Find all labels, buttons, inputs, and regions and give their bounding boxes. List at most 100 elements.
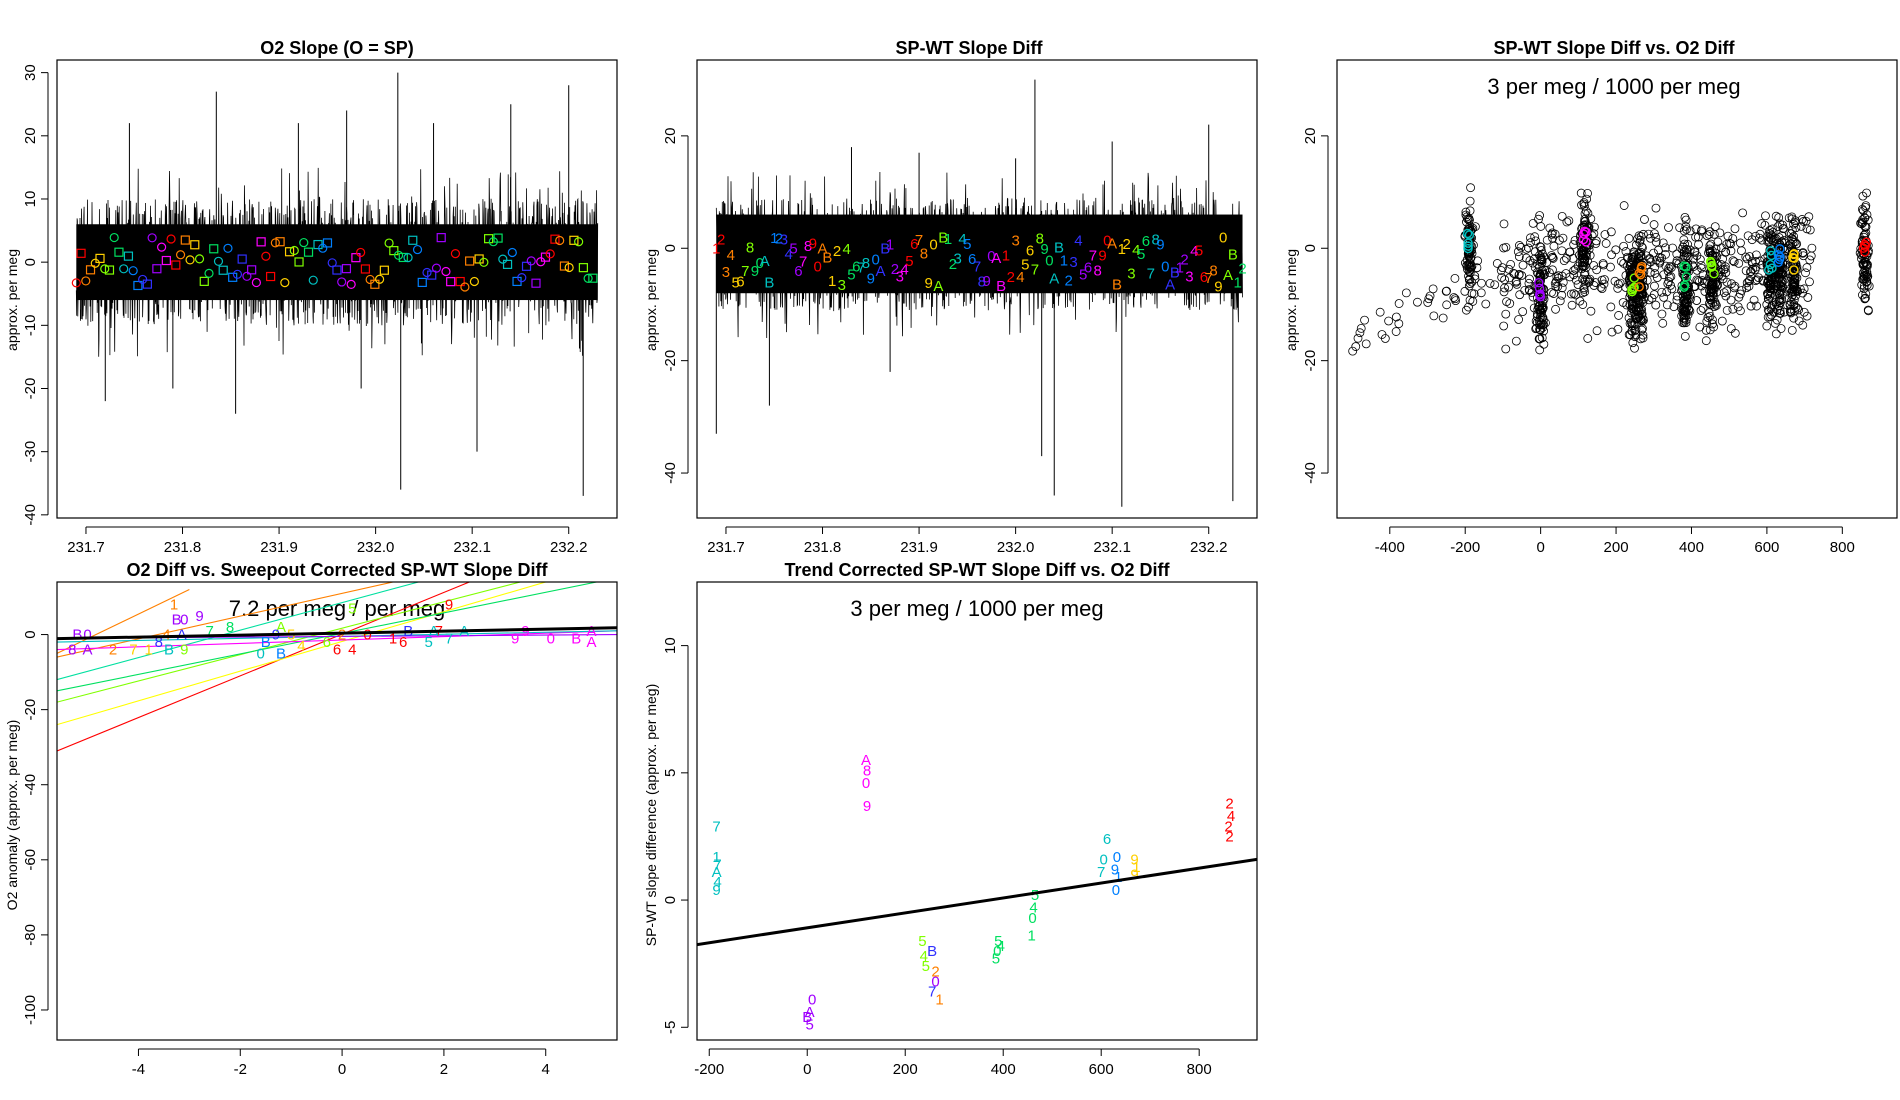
panel-slope-diff-vs-o2-diff-point	[1630, 319, 1640, 328]
panel-sp-wt-slope-diff-marker: 8	[1209, 263, 1217, 280]
panel-slope-diff-vs-o2-diff-point	[1651, 237, 1661, 247]
panel-o2-diff-vs-sweepout-y-tick-label: -40	[22, 774, 39, 796]
panel-slope-diff-vs-o2-diff-point	[1547, 287, 1556, 297]
panel-sp-wt-slope-diff-marker: A	[1107, 236, 1117, 253]
panel-slope-diff-vs-o2-diff-point	[1710, 248, 1720, 258]
panel-o2-slope-y-tick-label: 10	[22, 191, 39, 208]
panel-trend-corrected-point-label: 4	[1227, 808, 1235, 825]
panel-o2-slope-marker	[564, 262, 574, 273]
panel-slope-diff-vs-o2-diff-point	[1499, 219, 1509, 229]
panel-slope-diff-vs-o2-diff-point	[1464, 302, 1473, 312]
panel-slope-diff-vs-o2-diff-point	[1863, 305, 1873, 315]
panel-trend-corrected-point-label: 0	[1112, 882, 1120, 899]
panel-slope-diff-vs-o2-diff-point	[1499, 287, 1509, 297]
panel-slope-diff-vs-o2-diff-point	[1741, 252, 1751, 262]
panel-slope-diff-vs-o2-diff-highlight-point	[1581, 237, 1591, 247]
panel-slope-diff-vs-o2-diff-point	[1573, 280, 1583, 290]
panel-sp-wt-slope-diff-frame	[696, 59, 1258, 519]
panel-o2-slope-marker	[237, 254, 247, 264]
panel-slope-diff-vs-o2-diff-highlight-point	[1462, 228, 1473, 239]
panel-o2-diff-vs-sweepout-point-label: 2	[338, 627, 346, 644]
panel-slope-diff-vs-o2-diff-point	[1565, 247, 1575, 257]
panel-o2-diff-vs-sweepout-frame	[56, 581, 618, 1041]
panel-slope-diff-vs-o2-diff-point	[1737, 246, 1746, 256]
panel-trend-corrected-point-label: 7	[712, 818, 720, 835]
panel-slope-diff-vs-o2-diff-point	[1726, 239, 1736, 249]
panel-slope-diff-vs-o2-diff-point	[1513, 247, 1523, 257]
panel-slope-diff-vs-o2-diff-point	[1690, 247, 1700, 257]
panel-slope-diff-vs-o2-diff-point	[1626, 308, 1636, 318]
panel-slope-diff-vs-o2-diff-point	[1728, 256, 1738, 266]
panel-trend-corrected-point-label: 5	[992, 951, 1000, 968]
panel-o2-slope-marker	[531, 278, 541, 288]
panel-slope-diff-vs-o2-diff-point	[1799, 284, 1809, 294]
panel-slope-diff-vs-o2-diff-point	[1682, 293, 1692, 303]
panel-slope-diff-vs-o2-diff-point	[1476, 288, 1486, 298]
panel-o2-diff-vs-sweepout-y-axis-label: O2 anomaly (approx. per meg)	[4, 720, 20, 911]
panel-o2-slope-marker	[450, 249, 461, 259]
panel-slope-diff-vs-o2-diff-point	[1528, 218, 1538, 228]
panel-o2-slope-y-tick-label: -20	[22, 378, 39, 400]
panel-slope-diff-vs-o2-diff-point	[1559, 256, 1569, 266]
panel-trend-corrected-point-label: 1	[1027, 928, 1035, 945]
panel-slope-diff-vs-o2-diff-point	[1624, 330, 1634, 340]
panel-slope-diff-vs-o2-diff-point	[1578, 300, 1588, 309]
panel-slope-diff-vs-o2-diff-point	[1631, 325, 1641, 334]
panel-slope-diff-vs-o2-diff-point	[1749, 295, 1759, 305]
panel-trend-corrected-point-label: 7	[928, 984, 936, 1001]
panel-o2-slope-marker	[393, 250, 404, 260]
panel-o2-slope-marker	[242, 271, 252, 281]
panel-slope-diff-vs-o2-diff-point	[1679, 316, 1689, 326]
panel-slope-diff-vs-o2-diff-point	[1672, 291, 1682, 301]
panel-o2-slope-marker	[175, 250, 186, 260]
panel-slope-diff-vs-o2-diff-point	[1353, 333, 1363, 343]
panel-slope-diff-vs-o2-diff-point	[1544, 268, 1554, 277]
panel-sp-wt-slope-diff-y-axis: -40 -20 0 20	[662, 128, 689, 484]
panel-slope-diff-vs-o2-diff-point	[1741, 266, 1751, 276]
panel-slope-diff-vs-o2-diff-point	[1680, 331, 1690, 341]
panel-o2-slope-marker	[119, 264, 129, 274]
panel-slope-diff-vs-o2-diff-point	[1577, 253, 1587, 263]
panel-slope-diff-vs-o2-diff-point	[1450, 273, 1460, 283]
panel-slope-diff-vs-o2-diff-point	[1761, 211, 1770, 221]
panel-slope-diff-vs-o2-diff-point	[1705, 298, 1714, 308]
panel-o2-slope-marker	[375, 274, 385, 284]
panel-slope-diff-vs-o2-diff-point	[1805, 277, 1814, 287]
panel-slope-diff-vs-o2-diff-point	[1679, 226, 1689, 236]
panel-o2-slope-marker	[412, 244, 423, 255]
panel-slope-diff-vs-o2-diff-point	[1504, 273, 1514, 283]
panel-slope-diff-vs-o2-diff-point	[1742, 283, 1751, 293]
panel-slope-diff-vs-o2-diff-point	[1548, 228, 1557, 238]
panel-slope-diff-vs-o2-diff-point	[1551, 282, 1561, 291]
panel-slope-diff-vs-o2-diff-point	[1616, 256, 1626, 266]
panel-slope-diff-vs-o2-diff-point	[1652, 273, 1662, 283]
panel-slope-diff-vs-o2-diff-point	[1514, 270, 1524, 280]
panel-slope-diff-vs-o2-diff-point	[1545, 223, 1555, 233]
panel-sp-wt-slope-diff-marker: 1	[944, 231, 952, 248]
panel-o2-slope-marker	[327, 258, 337, 268]
panel-slope-diff-vs-o2-diff-point	[1860, 266, 1870, 275]
panel-trend-corrected-x-axis: -200 0 200 400 600 800	[694, 1048, 1212, 1078]
panel-sp-wt-slope-diff-marker: 2	[891, 261, 899, 278]
panel-slope-diff-vs-o2-diff-point	[1576, 188, 1586, 198]
panel-slope-diff-vs-o2-diff-point	[1597, 284, 1607, 293]
panel-o2-diff-vs-sweepout-point-label: 0	[180, 612, 188, 629]
panel-slope-diff-vs-o2-diff-point	[1762, 321, 1772, 331]
panel-slope-diff-vs-o2-diff-point	[1768, 244, 1778, 254]
panel-slope-diff-vs-o2-diff-point	[1723, 231, 1733, 241]
panel-slope-diff-vs-o2-diff-point	[1791, 239, 1801, 249]
panel-slope-diff-vs-o2-diff-point	[1678, 310, 1688, 319]
panel-sp-wt-slope-diff-marker: 3	[722, 264, 730, 281]
panel-o2-diff-vs-sweepout-point-label: 4	[297, 638, 305, 655]
panel-slope-diff-vs-o2-diff-plot-area	[1348, 183, 1874, 356]
panel-o2-diff-vs-sweepout-point-label: 1	[144, 642, 152, 659]
panel-o2-diff-vs-sweepout-point-label: 6	[333, 642, 341, 659]
panel-slope-diff-vs-o2-diff-point	[1625, 318, 1635, 328]
panel-slope-diff-vs-o2-diff-point	[1768, 233, 1778, 243]
panel-slope-diff-vs-o2-diff-point	[1470, 271, 1480, 281]
panel-o2-diff-vs-sweepout-point-label: 6	[399, 634, 407, 651]
panel-slope-diff-vs-o2-diff-y-axis-label: approx. per meg	[1283, 249, 1299, 351]
panel-trend-corrected-point-label: 2	[1225, 828, 1233, 845]
panel-slope-diff-vs-o2-diff-point	[1569, 240, 1579, 249]
